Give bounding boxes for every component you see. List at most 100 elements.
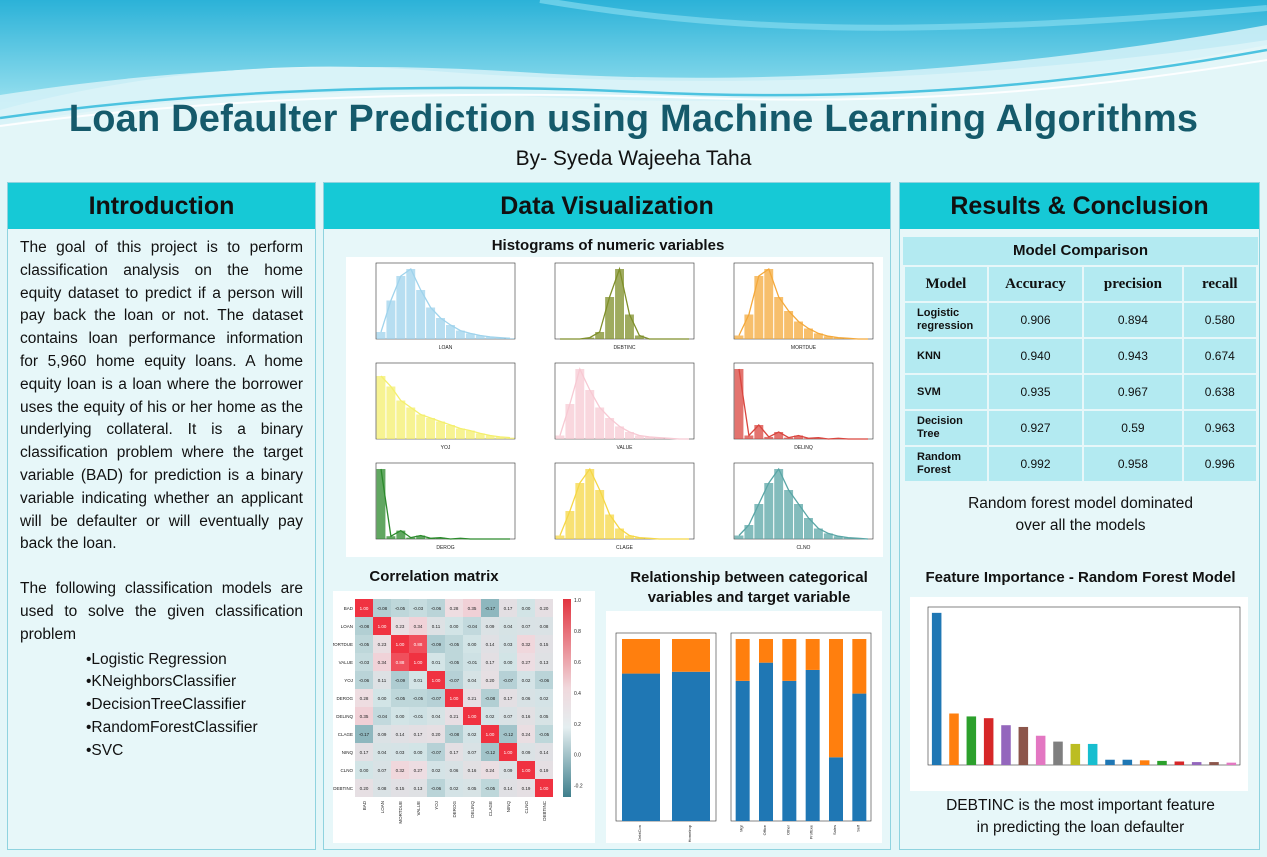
- correlation-cell: [427, 779, 445, 797]
- correlation-value: 1.00: [468, 714, 477, 719]
- correlation-cell: [499, 761, 517, 779]
- correlation-cell: [445, 617, 463, 635]
- column-header: recall: [1181, 265, 1259, 303]
- correlation-value: 0.23: [396, 624, 405, 629]
- correlation-value: 0.03: [396, 750, 405, 755]
- histogram-bar: [754, 276, 764, 339]
- correlation-cell: [373, 725, 391, 743]
- relationship-category-label: DebtCon: [637, 825, 642, 841]
- correlation-cell: [355, 671, 373, 689]
- correlation-value: -0.08: [485, 696, 496, 701]
- correlation-value: 0.04: [468, 678, 477, 683]
- histogram-bar: [455, 330, 465, 339]
- correlation-value: -0.12: [485, 750, 496, 755]
- correlation-value: -0.08: [377, 606, 388, 611]
- correlation-value: -0.01: [413, 714, 424, 719]
- correlation-cell: [355, 779, 373, 797]
- feature-importance-bar: [1018, 726, 1029, 765]
- histogram-bar: [784, 437, 794, 439]
- correlation-cell: [481, 725, 499, 743]
- correlation-value: -0.05: [395, 606, 406, 611]
- introduction-text: The goal of this project is to perform c…: [20, 237, 303, 763]
- column-header: precision: [1082, 265, 1184, 303]
- histogram-xlabel: MORTDUE: [791, 345, 817, 351]
- feature-importance-bar: [1139, 760, 1150, 765]
- correlation-cell: [355, 653, 373, 671]
- correlation-value: 0.20: [360, 786, 369, 791]
- correlation-cell: [499, 743, 517, 761]
- histogram-axes: [375, 262, 516, 340]
- relationship-category-label: Self: [855, 824, 860, 832]
- histogram-bar: [843, 537, 853, 539]
- histogram-kde-line: [738, 267, 868, 340]
- correlation-cell: [463, 761, 481, 779]
- correlation-value: 0.02: [432, 768, 441, 773]
- histogram-xlabel: DEROG: [436, 545, 454, 551]
- correlation-cell: [391, 707, 409, 725]
- correlation-row-label: VALUE: [339, 660, 353, 665]
- histogram-bar: [744, 435, 754, 439]
- relationship-title-line-2: variables and target variable: [647, 589, 851, 606]
- histogram-bar: [475, 335, 485, 339]
- histogram-bar: [625, 535, 634, 539]
- correlation-cell: [517, 599, 535, 617]
- correlation-cell: [445, 689, 463, 707]
- precision-cell: 0.894: [1082, 301, 1184, 339]
- correlation-col-label: DEBTINC: [542, 800, 547, 821]
- correlation-value: 0.06: [450, 768, 459, 773]
- histogram-bar: [823, 533, 833, 539]
- histogram-bar: [615, 269, 624, 339]
- correlation-cell: [517, 635, 535, 653]
- correlation-cell: [409, 617, 427, 635]
- histogram-bar: [654, 437, 664, 439]
- correlation-cell: [481, 635, 499, 653]
- correlation-value: 0.35: [468, 606, 477, 611]
- feature-importance-svg: [927, 606, 1241, 766]
- correlation-cell: [481, 779, 499, 797]
- correlation-cell: [481, 743, 499, 761]
- histogram-xlabel: DEBTINC: [614, 345, 636, 351]
- histogram-bar: [744, 525, 754, 539]
- histogram-kde-line: [738, 467, 869, 540]
- correlation-value: 0.06: [522, 696, 531, 701]
- correlation-cell: [427, 743, 445, 761]
- correlation-value: 0.00: [468, 642, 477, 647]
- poster-title: Loan Defaulter Prediction using Machine …: [68, 98, 1199, 140]
- correlation-row-label: LOAN: [341, 624, 353, 629]
- correlation-value: -0.06: [539, 678, 550, 683]
- correlation-value: 0.19: [522, 786, 531, 791]
- histograms-figure: LOAN DEBTINC MORTDUE YOJ VALUE DELINQ DEROG CLA…: [346, 257, 883, 557]
- correlation-cell: [355, 599, 373, 617]
- correlation-cell: [499, 653, 517, 671]
- correlation-value: 0.05: [468, 786, 477, 791]
- histogram-bar: [605, 297, 615, 339]
- correlation-value: -0.07: [449, 678, 460, 683]
- histogram-bar: [386, 536, 396, 539]
- stacked-bar-bad: [782, 639, 797, 681]
- correlation-cell: [373, 689, 391, 707]
- correlation-value: -0.08: [449, 732, 460, 737]
- correlation-value: 0.04: [504, 624, 513, 629]
- correlation-cell: [391, 635, 409, 653]
- correlation-value: 0.08: [378, 786, 387, 791]
- correlation-cell: [373, 635, 391, 653]
- correlation-cell: [391, 779, 409, 797]
- correlation-cell: [409, 779, 427, 797]
- correlation-cell: [373, 707, 391, 725]
- feature-importance-line-1: DEBTINC is the most important feature: [946, 797, 1215, 814]
- stacked-bar-paid: [805, 669, 820, 821]
- histogram-bar: [455, 428, 465, 439]
- feature-importance-bar: [1157, 760, 1167, 765]
- histogram-bar: [386, 300, 396, 339]
- histogram-kde-line: [380, 268, 511, 339]
- correlation-value: -0.05: [539, 732, 550, 737]
- colorbar-tick-label: 0.8: [574, 629, 581, 635]
- histogram-bar: [396, 400, 406, 439]
- histogram-bar: [406, 269, 416, 339]
- accuracy-cell: 0.927: [986, 409, 1085, 447]
- histogram-bar: [406, 407, 416, 439]
- histogram-axes: [733, 462, 874, 540]
- data-visualization-column: Data Visualization Histograms of numeric…: [323, 182, 891, 850]
- histogram-axes: [554, 362, 695, 440]
- stacked-bar-paid: [782, 680, 797, 821]
